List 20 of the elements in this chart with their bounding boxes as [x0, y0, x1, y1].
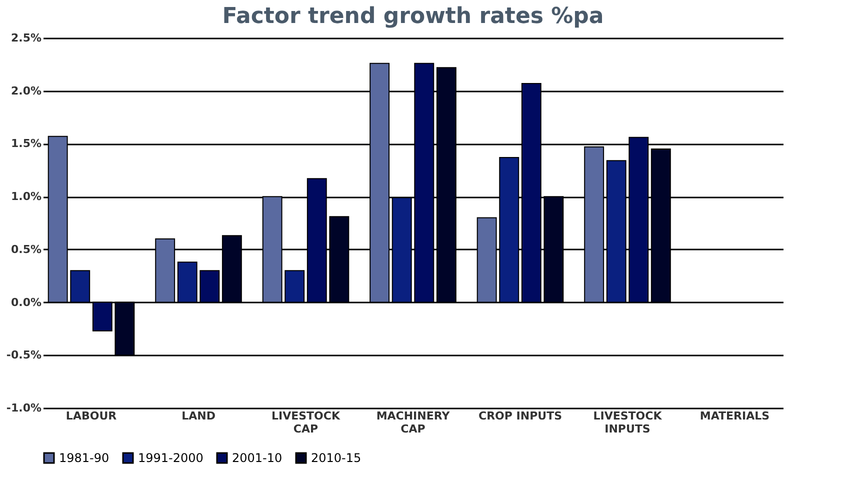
- y-tick-label: 2.5%: [10, 32, 42, 44]
- legend-label: 1981-90: [59, 451, 110, 465]
- x-tick-label: LABOUR: [66, 410, 118, 422]
- y-tick-label: 1.0%: [10, 190, 42, 204]
- x-tick-label: MACHINERY CAP: [376, 410, 451, 436]
- x-tick-label: LIVESTOCK CAP: [271, 410, 340, 436]
- legend-label: 2001-10: [232, 451, 282, 465]
- y-tick-label: 0.0%: [10, 296, 42, 309]
- y-tick-label: -0.5%: [6, 348, 42, 362]
- legend-label: 2010-15: [311, 451, 362, 465]
- y-tick-label: -1.0%: [6, 402, 42, 414]
- chart-title: Factor trend growth rates %pa: [222, 4, 604, 29]
- x-tick-label: CROP INPUTS: [478, 410, 562, 422]
- legend-label: 1991-2000: [138, 451, 204, 465]
- x-tick-label: LIVESTOCK INPUTS: [593, 410, 662, 436]
- y-tick-label: 2.0%: [10, 84, 42, 98]
- y-tick-label: 0.5%: [10, 242, 42, 256]
- x-tick-label: LAND: [182, 410, 216, 422]
- y-tick-label: 1.5%: [10, 137, 42, 150]
- x-tick-label: MATERIALS: [700, 410, 770, 422]
